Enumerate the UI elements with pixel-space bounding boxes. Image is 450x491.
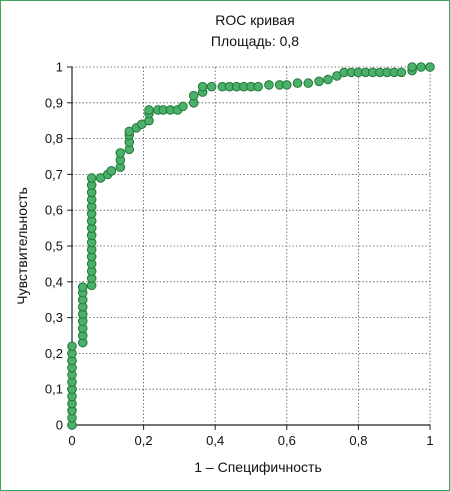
- data-point: [77, 282, 88, 292]
- x-tick-label: 0,8: [349, 433, 367, 448]
- y-tick-label: 0,2: [45, 346, 63, 361]
- x-tick-labels: 0 0,2 0,4 0,6 0,8 1: [68, 433, 433, 448]
- x-tick-label: 0: [68, 433, 75, 448]
- y-tick-label: 0,1: [45, 382, 63, 397]
- data-point: [407, 62, 417, 72]
- data-point: [396, 67, 407, 78]
- y-tick-label: 0,3: [45, 310, 63, 325]
- y-tick-label: 0: [56, 418, 63, 433]
- x-tick-label: 0,2: [135, 433, 153, 448]
- grid: [72, 66, 431, 425]
- axes: [67, 66, 431, 430]
- data-point: [292, 78, 303, 88]
- y-tick-label: 0,7: [45, 167, 63, 182]
- data-point: [425, 62, 435, 72]
- data-point: [106, 166, 117, 176]
- data-point: [178, 101, 188, 112]
- y-tick-label: 0,5: [45, 239, 63, 254]
- y-tick-label: 0,4: [45, 274, 63, 289]
- y-tick-label: 0,6: [45, 203, 63, 218]
- chart-title: ROC кривая: [215, 12, 294, 28]
- y-tick-labels: 0 0,1 0,2 0,3 0,4 0,5 0,6 0,7 0,8 0,9 1: [45, 60, 63, 433]
- y-tick-label: 0,8: [45, 131, 63, 146]
- data-point: [197, 81, 208, 92]
- data-point: [282, 80, 292, 90]
- data-point: [188, 90, 199, 101]
- data-point: [144, 105, 154, 115]
- x-tick-label: 0,6: [278, 433, 296, 448]
- x-axis-label: 1 – Специфичность: [194, 459, 322, 475]
- data-point: [303, 78, 314, 88]
- data-point: [115, 148, 126, 158]
- data-point: [86, 173, 97, 183]
- data-point: [323, 74, 333, 85]
- x-tick-label: 1: [426, 433, 433, 448]
- data-point: [416, 62, 426, 72]
- data-point: [314, 76, 324, 87]
- y-axis-label: Чувствительность: [14, 187, 30, 305]
- chart-subtitle: Площадь: 0,8: [211, 33, 299, 49]
- y-tick-label: 0,9: [45, 95, 63, 110]
- data-point: [264, 80, 274, 90]
- data-point: [253, 81, 263, 92]
- data-point: [67, 341, 77, 352]
- x-tick-label: 0,4: [206, 433, 224, 448]
- y-tick-label: 1: [56, 60, 63, 75]
- data-points: [67, 62, 435, 430]
- data-point: [206, 81, 217, 92]
